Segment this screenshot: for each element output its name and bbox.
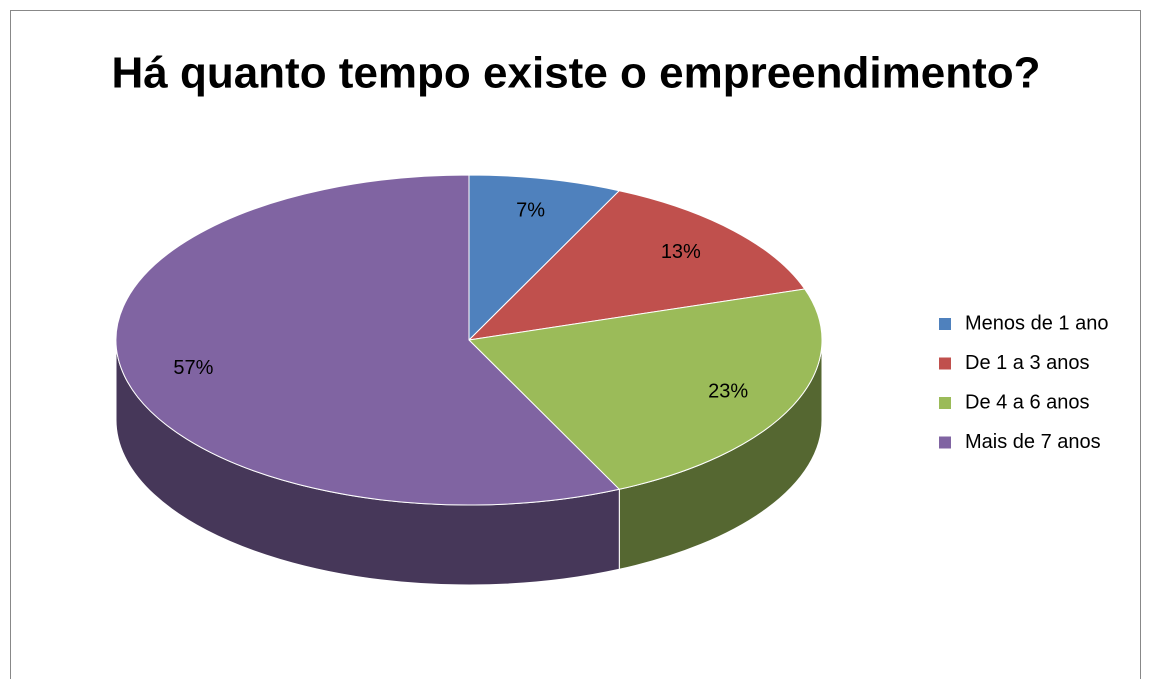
slice <box>468 174 621 342</box>
legend-swatch <box>939 436 951 449</box>
legend-label: De 4 a 6 anos <box>965 391 1090 413</box>
legend-swatch <box>939 318 951 330</box>
data-label: 7% <box>516 199 545 221</box>
legend-label: Mais de 7 anos <box>965 431 1101 453</box>
chart-title: Há quanto tempo existe o empreendimento? <box>111 49 1040 98</box>
legend-swatch <box>939 397 951 409</box>
data-label: 23% <box>708 381 748 403</box>
slice <box>467 190 806 341</box>
legend-swatch <box>939 357 951 370</box>
legend-label: De 1 a 3 anos <box>965 352 1090 374</box>
data-label: 57% <box>173 357 213 379</box>
legend-label: Menos de 1 ano <box>965 312 1108 334</box>
data-label: 13% <box>661 241 701 263</box>
slice <box>467 288 823 490</box>
slice <box>115 174 621 506</box>
